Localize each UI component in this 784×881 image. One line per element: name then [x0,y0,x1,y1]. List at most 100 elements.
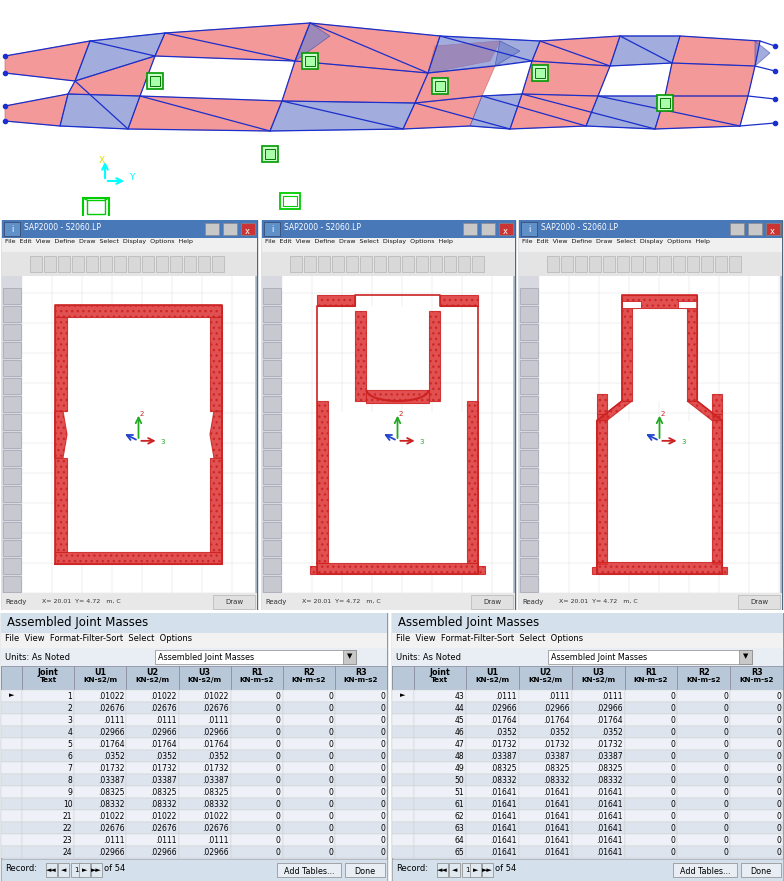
Bar [738,595,780,609]
Bar [625,846,677,858]
Bar [467,401,478,563]
Bar [335,702,387,714]
Text: KN-m-s2: KN-m-s2 [239,677,274,683]
Polygon shape [532,36,620,66]
Bar [2,220,257,611]
Text: Y: Y [129,173,134,181]
Bar [430,256,442,272]
Bar [466,822,519,834]
Text: .01764: .01764 [543,716,570,725]
Text: .01022: .01022 [202,812,229,821]
Text: .01641: .01641 [543,788,570,797]
Bar [3,486,21,502]
Bar [1,666,22,690]
Bar [730,738,783,750]
Bar [283,786,335,798]
Bar [335,690,387,702]
Bar [223,223,237,235]
Bar [520,306,538,322]
Polygon shape [672,36,760,66]
Text: 0: 0 [670,776,676,785]
Text: 0: 0 [276,752,281,761]
Text: Assembled Joint Masses: Assembled Joint Masses [7,616,148,629]
Text: .08332: .08332 [543,776,570,785]
Bar [520,504,538,520]
Polygon shape [428,36,540,73]
Bar [302,53,318,69]
Text: R3: R3 [355,668,367,677]
Text: .08332: .08332 [596,776,622,785]
Text: 8: 8 [67,776,72,785]
Bar [3,360,21,376]
Text: R3: R3 [751,668,762,677]
Text: .01641: .01641 [596,812,622,821]
Bar [520,432,538,448]
Text: 0: 0 [276,716,281,725]
Text: .01641: .01641 [491,800,517,809]
Text: of 54: of 54 [104,864,125,873]
Bar [72,256,84,272]
Bar [392,750,413,762]
Text: 0: 0 [276,728,281,737]
Bar [74,666,126,690]
Polygon shape [755,41,770,66]
Bar [631,256,643,272]
Text: Record:: Record: [5,864,37,873]
Bar [1,690,22,702]
Bar [520,486,538,502]
Text: 0: 0 [380,824,385,833]
Text: 45: 45 [455,716,464,725]
Bar [335,834,387,846]
Bar [3,306,21,322]
Bar [147,73,163,89]
Bar [520,522,538,538]
Bar [335,822,387,834]
Text: 50: 50 [455,776,464,785]
Bar [519,593,782,611]
Bar [625,798,677,810]
Bar [519,834,572,846]
Bar [572,702,625,714]
Bar [3,558,21,574]
Text: KN-m-s2: KN-m-s2 [739,677,774,683]
Text: Draw: Draw [750,599,768,605]
Text: 0: 0 [276,764,281,773]
Bar [74,762,126,774]
Bar [179,702,230,714]
Bar [519,786,572,798]
Bar [413,822,466,834]
Bar [126,798,179,810]
Bar [520,414,538,430]
Bar [262,252,515,276]
Bar [519,726,572,738]
Bar [392,846,413,858]
Polygon shape [68,56,155,96]
Text: X= 20.01  Y= 4.72   m, C: X= 20.01 Y= 4.72 m, C [559,599,637,604]
Bar [3,288,21,304]
Text: 0: 0 [776,716,781,725]
Text: .02966: .02966 [98,728,125,737]
Bar [730,714,783,726]
Bar [519,738,572,750]
Text: 0: 0 [276,800,281,809]
Polygon shape [510,94,598,129]
Bar [3,342,21,358]
Bar [335,714,387,726]
Bar [22,810,74,822]
Text: R2: R2 [698,668,710,677]
Polygon shape [495,41,520,66]
Text: .03387: .03387 [202,776,229,785]
Bar [519,220,782,238]
Bar [677,750,730,762]
Bar [572,774,625,786]
Text: 0: 0 [328,836,333,845]
Bar [262,220,515,238]
Bar [482,863,493,877]
Text: 0: 0 [328,764,333,773]
Bar [548,650,752,664]
Bar [677,834,730,846]
Text: .0111: .0111 [495,692,517,701]
Bar [290,256,302,272]
Bar [22,762,74,774]
Bar [572,714,625,726]
